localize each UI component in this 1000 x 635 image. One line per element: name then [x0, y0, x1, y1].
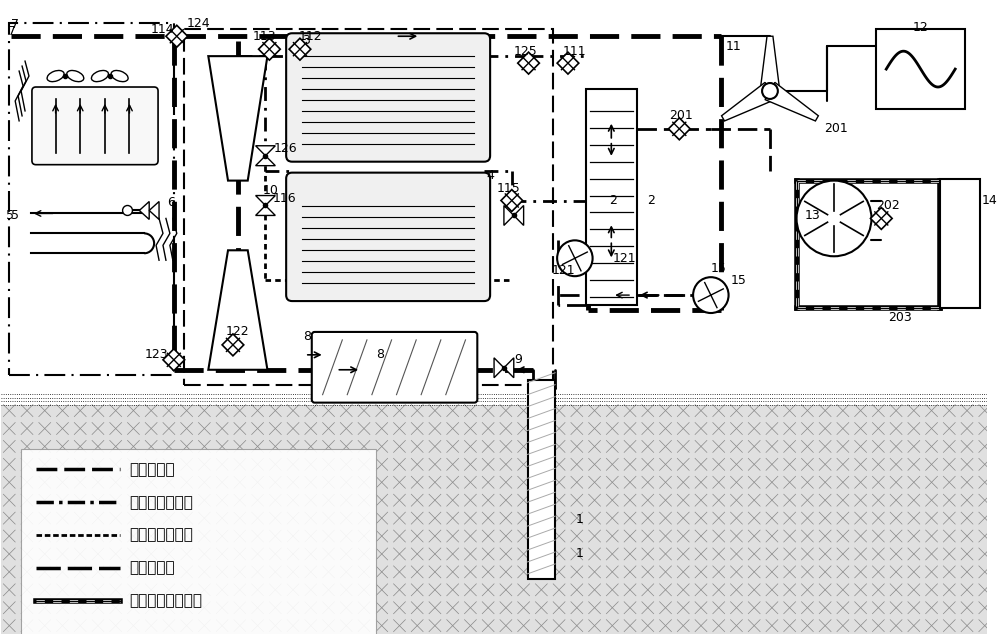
- Text: 1: 1: [576, 547, 584, 561]
- Text: 15: 15: [711, 262, 727, 275]
- Polygon shape: [289, 38, 311, 60]
- Polygon shape: [256, 196, 275, 206]
- Polygon shape: [256, 146, 275, 156]
- Circle shape: [762, 83, 778, 99]
- Polygon shape: [514, 206, 524, 225]
- Polygon shape: [504, 206, 514, 225]
- Text: 1: 1: [576, 512, 584, 526]
- Text: 113: 113: [253, 30, 276, 43]
- Polygon shape: [259, 38, 280, 60]
- Circle shape: [557, 240, 593, 276]
- Text: 2: 2: [647, 194, 655, 207]
- Text: 发电侧蜗气回路: 发电侧蜗气回路: [129, 495, 193, 510]
- Text: 冷却水回路: 冷却水回路: [129, 561, 175, 575]
- Text: 201: 201: [824, 123, 848, 135]
- Polygon shape: [139, 201, 149, 220]
- Polygon shape: [208, 250, 267, 370]
- Text: 14: 14: [982, 194, 998, 207]
- Text: 10: 10: [263, 184, 278, 197]
- Bar: [586, 89, 637, 305]
- Text: 2: 2: [609, 194, 617, 207]
- Text: 11: 11: [726, 40, 741, 53]
- Bar: [528, 380, 555, 579]
- Polygon shape: [256, 156, 275, 166]
- Text: 15: 15: [731, 274, 746, 286]
- Polygon shape: [166, 25, 188, 47]
- Polygon shape: [149, 201, 159, 220]
- Text: 6: 6: [167, 196, 175, 209]
- Text: 203: 203: [888, 312, 912, 324]
- Circle shape: [797, 180, 871, 257]
- Text: 112: 112: [299, 30, 323, 43]
- Polygon shape: [504, 358, 514, 378]
- FancyBboxPatch shape: [286, 33, 490, 162]
- Text: 制冷侧制冷剂回路: 制冷侧制冷剂回路: [129, 593, 202, 608]
- Polygon shape: [494, 358, 504, 378]
- Bar: [1, 404, 987, 634]
- Polygon shape: [722, 83, 775, 121]
- Text: 制冷侧蜗气回路: 制冷侧蜗气回路: [129, 528, 193, 542]
- Polygon shape: [208, 56, 267, 180]
- Ellipse shape: [67, 70, 84, 82]
- Text: 8: 8: [303, 330, 311, 343]
- Text: 13: 13: [804, 209, 820, 222]
- Polygon shape: [163, 349, 185, 371]
- Text: 5: 5: [6, 209, 14, 222]
- Polygon shape: [870, 208, 892, 229]
- Polygon shape: [222, 334, 244, 356]
- Text: 115: 115: [497, 182, 521, 195]
- Text: 124: 124: [187, 17, 210, 30]
- Bar: [876, 29, 965, 109]
- Text: 121: 121: [551, 264, 575, 277]
- Polygon shape: [765, 83, 818, 121]
- Circle shape: [123, 206, 132, 215]
- Circle shape: [693, 277, 729, 313]
- Text: 126: 126: [273, 142, 297, 155]
- Polygon shape: [557, 52, 579, 74]
- FancyBboxPatch shape: [312, 332, 477, 403]
- Text: 122: 122: [226, 325, 250, 338]
- Text: 8: 8: [376, 349, 384, 361]
- Ellipse shape: [111, 70, 128, 82]
- Bar: [9, 23, 174, 375]
- Text: 125: 125: [514, 44, 538, 58]
- Text: 116: 116: [272, 192, 296, 205]
- Polygon shape: [501, 190, 523, 211]
- Ellipse shape: [47, 70, 64, 82]
- Bar: [940, 178, 980, 308]
- Text: 4: 4: [486, 169, 494, 182]
- FancyBboxPatch shape: [286, 173, 490, 301]
- Text: 202: 202: [876, 199, 900, 212]
- Text: 9: 9: [514, 353, 522, 366]
- Text: 121: 121: [612, 251, 636, 265]
- Text: 114: 114: [151, 23, 175, 36]
- Polygon shape: [760, 36, 780, 91]
- Text: 7: 7: [8, 25, 16, 37]
- Text: 123: 123: [144, 349, 168, 361]
- Ellipse shape: [91, 70, 108, 82]
- Text: 201: 201: [669, 109, 693, 123]
- Polygon shape: [668, 118, 690, 140]
- Bar: [184, 29, 553, 385]
- Text: 5: 5: [11, 209, 19, 222]
- Text: 12: 12: [913, 22, 929, 34]
- Text: 3: 3: [302, 34, 310, 47]
- Polygon shape: [256, 206, 275, 215]
- Text: 总蜗气回路: 总蜗气回路: [129, 462, 175, 477]
- FancyBboxPatch shape: [32, 87, 158, 164]
- Text: 7: 7: [11, 18, 19, 31]
- Polygon shape: [518, 52, 539, 74]
- Text: 111: 111: [563, 44, 587, 58]
- Bar: [21, 450, 376, 635]
